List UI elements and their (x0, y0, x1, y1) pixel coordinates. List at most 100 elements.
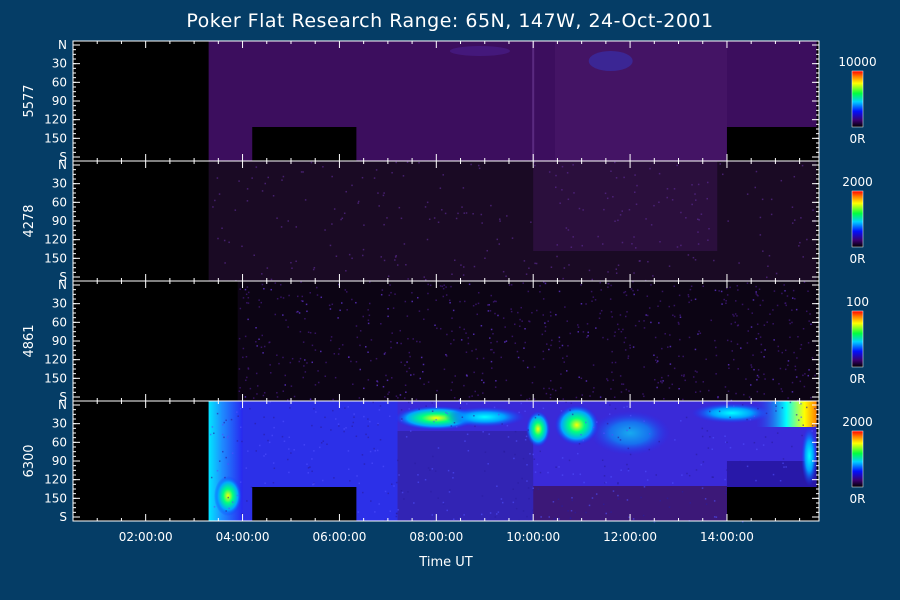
noise-dot (561, 189, 563, 191)
noise-dot (803, 385, 806, 388)
noise-dot (341, 217, 344, 220)
noise-dot (759, 336, 762, 338)
noise-dot (737, 324, 740, 326)
noise-dot (407, 337, 409, 340)
y-tick-label: 90 (52, 454, 67, 468)
noise-dot (565, 401, 567, 403)
noise-dot (273, 467, 276, 470)
noise-dot (511, 237, 514, 239)
y-tick-label: 90 (52, 334, 67, 348)
noise-dot (222, 423, 224, 426)
noise-dot (370, 500, 372, 502)
noise-dot (588, 504, 591, 507)
noise-dot (611, 361, 614, 364)
noise-dot (361, 454, 364, 456)
noise-dot (254, 422, 257, 425)
noise-dot (280, 296, 282, 298)
noise-dot (246, 376, 248, 379)
noise-dot (352, 421, 355, 424)
noise-dot (345, 427, 347, 429)
noise-dot (724, 478, 726, 481)
noise-dot (392, 307, 395, 309)
noise-dot (453, 421, 456, 424)
noise-dot (462, 274, 465, 276)
noise-dot (601, 243, 604, 245)
noise-dot (588, 269, 591, 272)
noise-dot (633, 191, 636, 193)
noise-dot (653, 520, 656, 523)
noise-dot (528, 397, 531, 400)
noise-dot (659, 300, 662, 302)
chart-title: Poker Flat Research Range: 65N, 147W, 24… (186, 10, 714, 32)
noise-dot (247, 318, 249, 321)
noise-dot (794, 365, 797, 368)
noise-dot (405, 263, 407, 266)
noise-dot (371, 462, 373, 465)
noise-dot (241, 245, 243, 248)
noise-dot (810, 323, 812, 326)
noise-dot (338, 347, 341, 350)
noise-dot (723, 298, 725, 301)
x-tick-label: 12:00:00 (603, 530, 657, 544)
noise-dot (387, 492, 390, 495)
noise-dot (487, 463, 489, 465)
noise-dot (666, 497, 669, 500)
noise-dot (226, 436, 229, 439)
noise-dot (747, 330, 749, 332)
noise-dot (678, 323, 680, 325)
noise-dot (309, 466, 311, 468)
noise-dot (701, 487, 704, 489)
noise-dot (367, 309, 369, 311)
noise-dot (626, 311, 628, 313)
noise-dot (303, 444, 306, 446)
noise-dot (405, 391, 407, 393)
noise-dot (798, 245, 800, 247)
noise-dot (756, 323, 759, 325)
noise-dot (459, 407, 461, 409)
noise-dot (514, 342, 517, 344)
noise-dot (560, 387, 562, 389)
noise-dot (587, 331, 590, 334)
noise-dot (735, 392, 737, 395)
noise-dot (406, 361, 408, 363)
noise-dot (604, 192, 607, 195)
noise-dot (679, 314, 681, 316)
noise-dot (387, 393, 389, 395)
noise-dot (295, 260, 297, 263)
noise-dot (611, 371, 613, 373)
noise-dot (668, 506, 671, 508)
noise-dot (626, 405, 628, 408)
noise-dot (457, 212, 459, 215)
noise-dot (622, 328, 624, 331)
noise-dot (617, 494, 619, 497)
noise-dot (386, 379, 389, 382)
noise-dot (313, 450, 315, 452)
noise-dot (592, 391, 594, 393)
noise-dot (385, 374, 387, 377)
noise-dot (465, 332, 467, 334)
noise-dot (702, 461, 705, 463)
noise-dot (681, 490, 684, 493)
noise-dot (507, 436, 510, 438)
noise-dot (632, 289, 634, 292)
noise-dot (591, 497, 594, 499)
noise-dot (370, 359, 372, 362)
noise-dot (407, 491, 409, 493)
noise-dot (522, 510, 525, 512)
noise-dot (659, 499, 662, 502)
noise-dot (506, 424, 509, 427)
noise-dot (306, 362, 308, 364)
noise-dot (733, 315, 735, 317)
noise-dot (756, 379, 758, 381)
noise-dot (772, 323, 774, 325)
noise-dot (471, 350, 473, 352)
noise-dot (291, 267, 293, 269)
noise-dot (410, 374, 412, 376)
noise-dot (707, 447, 710, 449)
noise-dot (594, 299, 597, 301)
y-tick-label: 60 (52, 75, 67, 89)
noise-dot (686, 472, 688, 475)
noise-dot (659, 240, 661, 243)
noise-dot (312, 268, 315, 271)
noise-dot (660, 380, 662, 382)
